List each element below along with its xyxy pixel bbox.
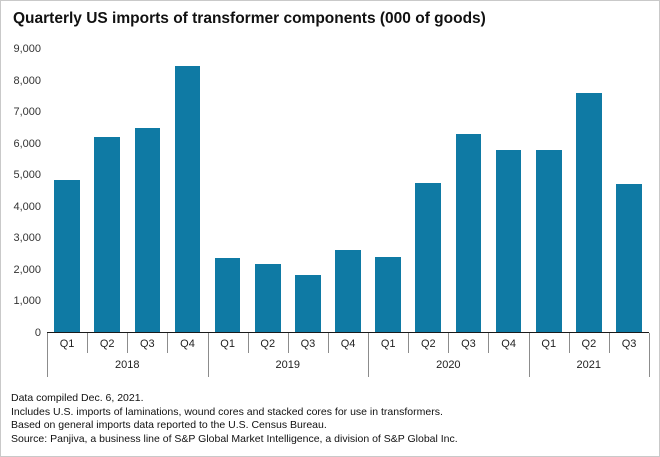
bar-2018-Q1 xyxy=(54,179,80,332)
bar-2020-Q1 xyxy=(375,256,402,332)
chart-title: Quarterly US imports of transformer comp… xyxy=(13,10,486,27)
bar-cell xyxy=(529,49,569,332)
x-axis-quarter-label: Q3 xyxy=(300,338,316,350)
x-axis-year-label: 2021 xyxy=(576,359,602,371)
bar-2018-Q3 xyxy=(134,127,161,332)
bar-cell xyxy=(47,49,87,332)
y-axis-label: 2,000 xyxy=(13,263,41,276)
x-axis-quarter-labels: Q1 Q2 Q3 Q4 Q1 Q2 Q3 Q4 Q1 Q2 Q3 Q4 Q1 Q2 Q3 xyxy=(47,334,649,354)
bar-2019-Q4 xyxy=(335,250,361,332)
bar-cell xyxy=(167,49,207,332)
y-axis-label: 8,000 xyxy=(13,74,41,87)
y-axis-label: 3,000 xyxy=(13,232,41,245)
x-axis-quarter-label: Q2 xyxy=(420,338,436,350)
y-axis-label: 5,000 xyxy=(13,169,41,182)
bar-2019-Q2 xyxy=(254,264,281,332)
x-axis-quarter-label: Q1 xyxy=(59,338,75,350)
bar-cell xyxy=(248,49,288,332)
axis-tick xyxy=(649,333,650,377)
x-axis-quarter-label: Q3 xyxy=(461,338,476,350)
bar-cell xyxy=(208,49,248,332)
y-axis-label: 4,000 xyxy=(13,200,41,213)
y-axis: 0 1,000 2,000 3,000 4,000 5,000 6,000 7,000 8,00… xyxy=(1,43,41,339)
y-axis-label: 9,000 xyxy=(13,43,41,55)
bar-2019-Q1 xyxy=(214,258,241,332)
bar-2020-Q4 xyxy=(495,149,522,332)
x-axis-quarter-label: Q4 xyxy=(501,338,516,350)
bar-cell xyxy=(448,49,488,332)
x-axis-year-label: 2020 xyxy=(436,359,461,371)
x-axis-quarter-label: Q1 xyxy=(541,338,557,350)
x-axis-year-labels: 2018 2019 2020 2021 xyxy=(47,354,649,378)
bar-2020-Q3 xyxy=(455,133,482,332)
x-axis-quarter-label: Q2 xyxy=(99,338,115,350)
bar-2021-Q2 xyxy=(576,93,602,332)
x-axis-quarter-label: Q3 xyxy=(621,338,637,350)
footnote-line: Includes U.S. imports of laminations, wo… xyxy=(11,405,443,418)
x-axis-quarter-label: Q2 xyxy=(581,338,597,350)
footnotes: Data compiled Dec. 6, 2021. Includes U.S… xyxy=(11,392,458,446)
plot-area xyxy=(47,49,649,333)
bar-cell xyxy=(569,49,609,332)
x-axis-quarter-label: Q3 xyxy=(140,338,155,350)
bar-cell xyxy=(408,49,448,332)
x-axis-year-label: 2018 xyxy=(115,359,140,371)
bar-cell xyxy=(288,49,328,332)
footnote-line: Source: Panjiva, a business line of S&P … xyxy=(11,432,458,445)
y-axis-label: 1,000 xyxy=(13,295,41,308)
bar-2018-Q2 xyxy=(94,137,121,332)
bar-cell xyxy=(87,49,127,332)
bar-cell xyxy=(368,49,408,332)
bar-2019-Q3 xyxy=(295,275,321,332)
bar-2020-Q2 xyxy=(415,182,442,332)
x-axis-quarter-label: Q1 xyxy=(220,338,235,350)
y-axis-label: 6,000 xyxy=(13,137,41,150)
x-axis-quarter-label: Q4 xyxy=(180,338,195,350)
bar-cell xyxy=(489,49,529,332)
x-axis-quarter-label: Q2 xyxy=(260,338,276,350)
footnote-line: Data compiled Dec. 6, 2021. xyxy=(11,392,144,404)
bar-cell xyxy=(609,49,649,332)
bar-2018-Q4 xyxy=(174,66,201,332)
y-axis-label: 7,000 xyxy=(13,106,41,119)
bar-cell xyxy=(328,49,368,332)
footnote-line: Based on general imports data reported t… xyxy=(11,419,327,431)
bar-2021-Q1 xyxy=(535,149,562,332)
x-axis-quarter-label: Q1 xyxy=(380,338,396,350)
bar-2021-Q3 xyxy=(616,184,642,332)
y-axis-label: 0 xyxy=(34,327,41,339)
bar-cell xyxy=(127,49,167,332)
x-axis-quarter-label: Q4 xyxy=(340,338,356,350)
x-axis-year-label: 2019 xyxy=(275,359,301,371)
